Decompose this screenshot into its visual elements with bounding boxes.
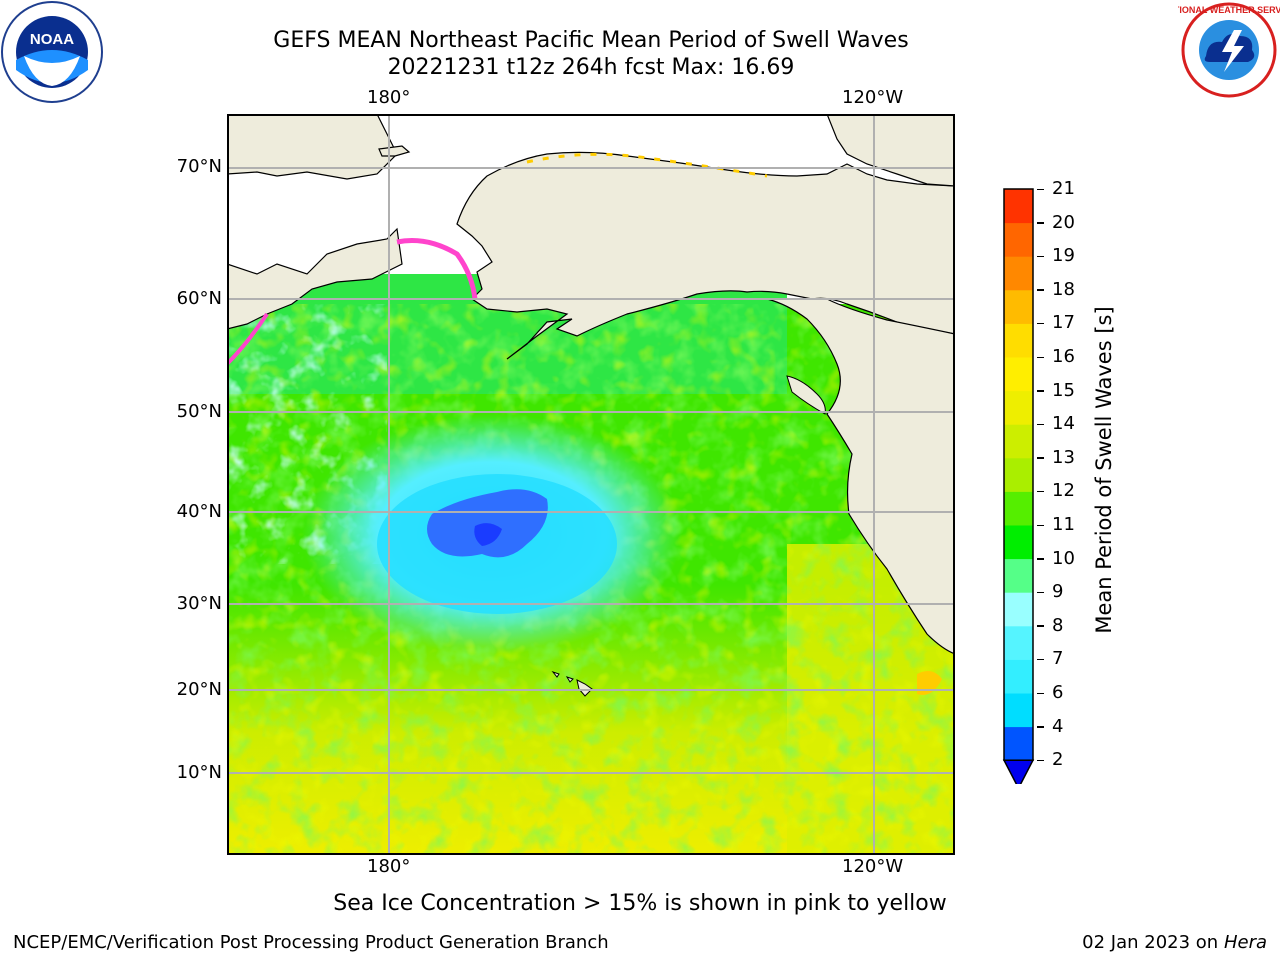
colorbar-tick-mark [1037, 255, 1044, 258]
map-frame [227, 114, 955, 855]
lon-label-top-180: 180° [367, 87, 411, 108]
colorbar-tick-label: 20 [1052, 211, 1075, 233]
colorbar-tick-label: 18 [1052, 278, 1075, 300]
colorbar-tick-label: 13 [1052, 446, 1075, 468]
colorbar-tick-mark [1037, 658, 1044, 661]
colorbar-tick-mark [1037, 457, 1044, 459]
colorbar-tick-label: 2 [1052, 749, 1064, 771]
sea-ice-bering [396, 238, 478, 300]
colorbar-tick-mark [1037, 591, 1044, 594]
footer-machine: Hera [1223, 932, 1267, 953]
swell-low-period-center [474, 523, 502, 546]
nws-logo-graphic: NATIONAL WEATHER SERVICE [1162, 2, 1280, 98]
noaa-logo-text: NOAA [30, 31, 74, 48]
colorbar-bin [1004, 357, 1033, 392]
lon-label-bottom-120w: 120°W [842, 856, 904, 877]
land-alaska [456, 151, 955, 360]
colorbar-tick-mark [1037, 390, 1044, 392]
colorbar-tick-mark [1037, 490, 1044, 493]
colorbar-tick-mark [1037, 625, 1044, 627]
sea-ice-kamchatka [227, 312, 269, 366]
lon-label-bottom-180: 180° [367, 856, 411, 877]
colorbar-tick-mark [1037, 289, 1044, 291]
sea-ice-arctic-coast [526, 152, 768, 178]
colorbar-bin [1004, 625, 1033, 660]
colorbar-tick-mark [1037, 322, 1044, 325]
colorbar-tick-label: 15 [1052, 379, 1075, 401]
colorbar-tick-mark [1037, 356, 1044, 358]
graticule [227, 114, 955, 855]
colorbar-tick-label: 12 [1052, 480, 1075, 502]
swell-high-period-patch [917, 670, 942, 695]
colorbar-bin [1004, 659, 1033, 694]
colorbar-bin [1004, 222, 1033, 257]
land-st-lawrence-island [378, 145, 411, 157]
map-plot [227, 114, 955, 855]
colorbar-tick-label: 6 [1052, 682, 1064, 703]
lon-label-top-120w: 120°W [842, 87, 904, 108]
colorbar-bin [1004, 457, 1033, 492]
chart-title-line1: GEFS MEAN Northeast Pacific Mean Period … [273, 28, 909, 53]
colorbar-tick-mark [1037, 524, 1044, 526]
colorbar-tick-mark [1037, 726, 1044, 728]
colorbar-bin [1004, 525, 1033, 560]
noaa-logo-graphic: NOAA [1, 1, 103, 103]
colorbar-tick-mark [1037, 558, 1044, 560]
colorbar-tick-mark [1037, 423, 1044, 426]
lat-label-50n: 50°N [176, 401, 222, 422]
colorbar-tick-label: 19 [1052, 245, 1075, 267]
lat-label-70n: 70°N [176, 156, 222, 177]
colorbar-tick-label: 7 [1052, 648, 1064, 670]
lat-label-20n: 20°N [176, 679, 222, 700]
colorbar-extend-triangle [1002, 759, 1035, 784]
sea-ice-note: Sea Ice Concentration > 15% is shown in … [333, 891, 947, 916]
colorbar-bin [1004, 592, 1033, 627]
colorbar-bin [1004, 390, 1033, 425]
nws-logo-text: NATIONAL WEATHER SERVICE [1178, 5, 1280, 15]
colorbar-bin [1004, 256, 1033, 291]
national-weather-service-logo: NATIONAL WEATHER SERVICE [1162, 0, 1280, 100]
colorbar-bin [1004, 424, 1033, 459]
colorbar-bin [1004, 726, 1033, 761]
colorbar-tick-mark [1037, 759, 1044, 762]
colorbar-tick-label: 9 [1052, 581, 1064, 603]
land-vancouver-island [786, 375, 826, 415]
colorbar [1002, 188, 1035, 784]
colorbar-frame [1003, 188, 1034, 761]
land-north-america [766, 298, 955, 655]
colorbar-tick-label: 11 [1052, 514, 1075, 535]
colorbar-tick-label: 21 [1052, 178, 1075, 199]
colorbar-bin [1004, 189, 1033, 224]
footer-date-text: 02 Jan 2023 on [1082, 932, 1224, 953]
colorbar-tick-label: 4 [1052, 715, 1064, 737]
lat-label-40n: 40°N [176, 501, 222, 522]
colorbar-bin [1004, 491, 1033, 526]
lat-label-30n: 30°N [176, 593, 222, 614]
chart-title-line2: 20221231 t12z 264h fcst Max: 16.69 [387, 55, 795, 80]
colorbar-tick-mark [1037, 692, 1044, 694]
colorbar-bin [1004, 289, 1033, 324]
colorbar-tick-label: 16 [1052, 346, 1075, 367]
colorbar-tick-mark [1037, 188, 1044, 190]
colorbar-tick-label: 14 [1052, 413, 1075, 435]
lat-label-60n: 60°N [176, 288, 222, 309]
colorbar-tick-mark [1037, 222, 1044, 224]
colorbar-bin [1004, 323, 1033, 358]
footer-credit: NCEP/EMC/Verification Post Processing Pr… [13, 932, 609, 953]
noaa-logo: NOAA [0, 0, 104, 104]
footer-date: 02 Jan 2023 on Hera [1082, 933, 1267, 953]
colorbar-tick-label: 10 [1052, 547, 1075, 569]
colorbar-tick-label: 17 [1052, 312, 1075, 334]
colorbar-tick-label: 8 [1052, 614, 1064, 636]
colorbar-bin [1004, 693, 1033, 728]
colorbar-label: Mean Period of Swell Waves [s] [1092, 306, 1116, 634]
lat-label-10n: 10°N [176, 762, 222, 783]
colorbar-bin [1004, 558, 1033, 593]
